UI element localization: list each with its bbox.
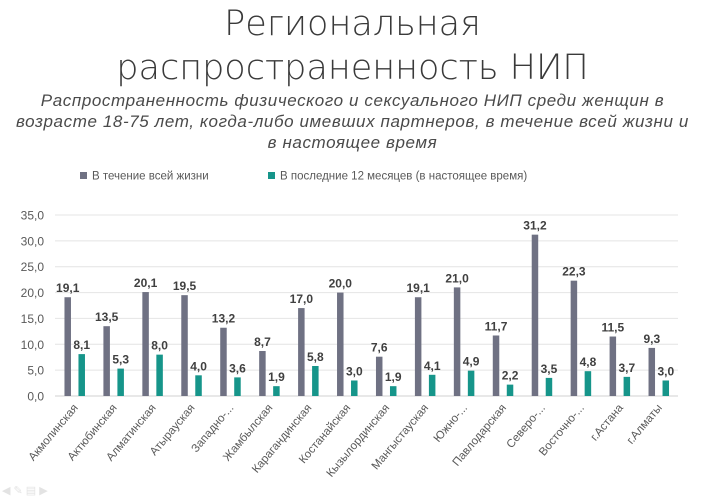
data-label: 20,0 — [329, 277, 353, 291]
data-label: 17,0 — [290, 292, 314, 306]
data-label: 8,0 — [151, 339, 168, 353]
data-label: 13,2 — [212, 312, 236, 326]
bar — [273, 386, 280, 396]
bar — [428, 374, 436, 396]
data-label: 22,3 — [562, 265, 586, 279]
bar — [584, 371, 592, 396]
x-tick-label: Северо-... — [505, 402, 548, 451]
data-label: 19,5 — [173, 279, 197, 293]
y-tick-label: 15,0 — [21, 312, 45, 326]
title-text: Региональная распространенность НИП — [116, 4, 589, 88]
bar — [181, 295, 188, 396]
data-label: 9,3 — [643, 332, 660, 346]
legend-swatch — [80, 172, 87, 179]
chart-title: Региональная распространенность НИП — [0, 2, 705, 90]
data-label: 3,5 — [541, 362, 558, 376]
x-tick-label: г.Астана — [589, 402, 627, 444]
bar — [220, 327, 227, 396]
data-label: 2,2 — [502, 369, 519, 383]
x-tick-label: Южно-... — [432, 402, 470, 445]
bar — [492, 335, 500, 396]
data-label: 4,0 — [190, 359, 207, 373]
bar — [142, 292, 149, 396]
y-tick-label: 10,0 — [21, 338, 45, 352]
bar — [570, 280, 578, 396]
bar — [662, 380, 670, 396]
bar — [545, 377, 553, 396]
legend-label: В последние 12 месяцев (в настоящее врем… — [280, 171, 527, 183]
data-label: 3,7 — [619, 361, 636, 375]
bar — [467, 370, 475, 396]
data-label: 8,7 — [254, 335, 271, 349]
data-label: 11,7 — [485, 319, 508, 333]
bar — [648, 347, 656, 396]
data-label: 31,2 — [523, 219, 547, 233]
chart-subtitle: Распространенность физического и сексуал… — [16, 91, 689, 152]
bar — [337, 292, 344, 396]
data-label: 3,6 — [229, 361, 246, 375]
bar — [195, 375, 202, 396]
data-label: 4,9 — [463, 355, 480, 369]
data-label: 3,0 — [346, 364, 363, 378]
data-label: 7,6 — [371, 341, 388, 355]
bar — [64, 297, 71, 396]
bar — [375, 356, 383, 396]
bar — [298, 308, 305, 396]
data-label: 19,1 — [56, 281, 80, 295]
data-label: 1,9 — [268, 370, 285, 384]
data-label: 13,5 — [95, 310, 119, 324]
x-tick-label: г.Алматы — [625, 402, 665, 446]
data-label: 20,1 — [134, 276, 158, 290]
y-tick-label: 35,0 — [21, 209, 45, 223]
bar — [609, 336, 617, 396]
bar — [389, 386, 397, 396]
bar — [78, 354, 85, 396]
data-label: 21,0 — [445, 271, 469, 285]
bar — [234, 377, 241, 396]
bar — [453, 287, 461, 396]
y-tick-label: 5,0 — [27, 364, 44, 378]
bar — [103, 326, 110, 396]
bar — [259, 351, 266, 396]
bar — [623, 376, 631, 396]
data-label: 19,1 — [406, 281, 430, 295]
data-label: 5,3 — [112, 353, 129, 367]
y-tick-label: 0,0 — [27, 390, 44, 404]
data-label: 5,8 — [307, 350, 324, 364]
data-label: 3,0 — [657, 364, 674, 378]
bar — [312, 366, 319, 396]
y-tick-label: 20,0 — [21, 286, 45, 300]
y-tick-label: 30,0 — [21, 234, 45, 248]
bar — [531, 234, 539, 396]
bar — [156, 354, 163, 396]
data-label: 4,1 — [424, 359, 441, 373]
bar — [506, 384, 514, 396]
data-label: 8,1 — [73, 338, 90, 352]
legend-swatch — [268, 172, 275, 179]
bar — [414, 297, 422, 396]
slide-navigation[interactable]: ◀ ✎ ▤ ▶ — [2, 485, 48, 497]
data-label: 4,8 — [580, 355, 597, 369]
y-tick-label: 25,0 — [21, 260, 45, 274]
data-label: 1,9 — [385, 370, 402, 384]
bar — [351, 380, 358, 396]
legend-label: В течение всей жизни — [92, 171, 209, 183]
bar — [117, 368, 124, 396]
data-label: 11,5 — [601, 321, 624, 335]
